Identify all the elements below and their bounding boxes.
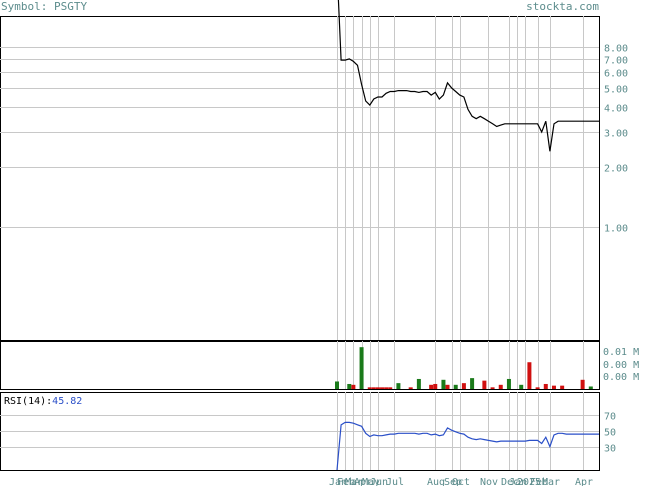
rsi-tick-label: 70 <box>604 412 616 423</box>
rsi-readout: RSI(14):45.82 <box>4 396 82 407</box>
volume-bar <box>359 347 364 389</box>
volume-bar <box>375 387 380 389</box>
volume-bar <box>384 387 389 389</box>
price-tick-label: 8.00 <box>604 44 628 55</box>
volume-bar <box>371 387 376 389</box>
volume-bar <box>535 387 540 389</box>
volume-bar <box>580 379 585 389</box>
volume-bar <box>416 378 421 389</box>
rsi-line <box>336 421 599 471</box>
rsi-tick-label: 50 <box>604 428 616 439</box>
volume-bar <box>408 387 413 389</box>
price-tick-label: 5.00 <box>604 85 628 96</box>
chart-header: Symbol: PSGTY stockta.com <box>0 0 655 16</box>
volume-bar <box>560 385 565 389</box>
month-tick-label: 2025 <box>517 477 541 486</box>
volume-bar <box>367 387 372 389</box>
volume-bar <box>498 384 503 389</box>
price-tick-label: 1.00 <box>604 224 628 235</box>
month-tick-label: Sep <box>444 477 462 486</box>
month-tick-label: Dec <box>501 477 519 486</box>
month-tick-label: Mar <box>542 477 560 486</box>
volume-tick-label: 0.01 M <box>603 347 639 358</box>
month-tick-label: Apr <box>354 477 372 486</box>
price-tick-label: 7.00 <box>604 56 628 67</box>
month-tick-label: Feb <box>337 477 355 486</box>
volume-bar <box>335 381 339 389</box>
volume-bar <box>490 387 495 389</box>
volume-bar <box>506 378 511 389</box>
volume-bar <box>380 387 385 389</box>
volume-bar <box>441 379 446 389</box>
price-panel-frame <box>0 16 600 341</box>
price-tick-label: 3.00 <box>604 129 628 140</box>
month-tick-label: Oct <box>452 477 470 486</box>
month-tick-label: May <box>362 477 380 486</box>
volume-bar <box>543 383 548 389</box>
volume-panel-frame <box>0 341 600 390</box>
rsi-tick-label: 30 <box>604 444 616 455</box>
volume-bar <box>347 383 352 389</box>
rsi-current-value: 45.82 <box>52 396 83 407</box>
price-tick-label: 2.00 <box>604 164 628 175</box>
volume-bar <box>453 384 458 389</box>
month-tick-label: Mar <box>345 477 363 486</box>
volume-bar <box>388 387 393 389</box>
volume-tick-label: 0.00 M <box>603 372 639 383</box>
volume-bar <box>551 385 556 389</box>
month-tick-label: Jan <box>329 477 347 486</box>
volume-tick-label: 0.00 M <box>603 360 639 371</box>
price-tick-label: 6.00 <box>604 69 628 80</box>
volume-bar <box>433 383 438 389</box>
price-tick-label: 4.00 <box>604 104 628 115</box>
price-line <box>337 0 599 152</box>
volume-bar <box>527 362 532 389</box>
volume-bar <box>482 380 487 389</box>
site-label: stockta.com <box>526 0 599 13</box>
month-tick-label: Jul <box>386 477 404 486</box>
volume-bar <box>396 383 401 389</box>
month-tick-label: Apr <box>575 477 593 486</box>
month-tick-label: Feb <box>530 477 548 486</box>
volume-bar <box>429 384 434 389</box>
volume-bar <box>445 384 450 389</box>
symbol-label: Symbol: PSGTY <box>1 0 88 13</box>
volume-bar <box>351 384 356 389</box>
month-tick-label: Jan <box>509 477 527 486</box>
volume-bar <box>470 378 475 389</box>
volume-bar <box>461 383 466 389</box>
volume-bar <box>519 384 524 389</box>
month-tick-label: Nov <box>480 477 498 486</box>
volume-bar <box>588 386 593 389</box>
month-tick-label: Jun <box>370 477 388 486</box>
rsi-label: RSI(14): <box>4 396 53 407</box>
month-tick-label: Aug <box>427 477 445 486</box>
